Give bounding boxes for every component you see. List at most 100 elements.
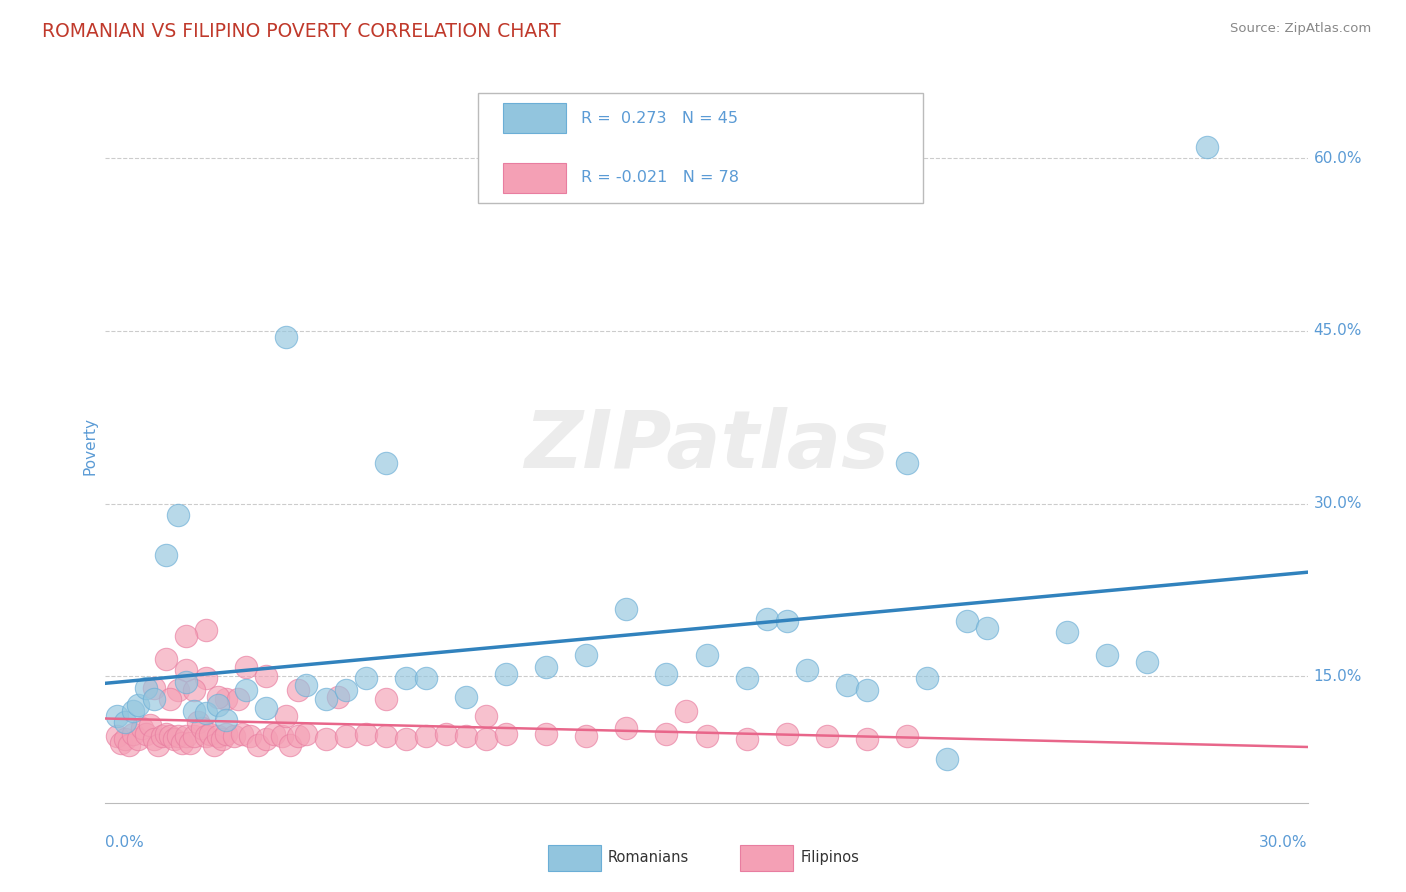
Point	[534, 660, 557, 674]
Point	[214, 692, 236, 706]
Point	[150, 729, 173, 743]
Point	[159, 692, 181, 706]
Point	[207, 698, 229, 712]
Point	[146, 738, 169, 752]
Text: R = -0.021   N = 78: R = -0.021 N = 78	[582, 170, 740, 186]
Point	[107, 729, 129, 743]
Point	[135, 727, 157, 741]
Point	[107, 709, 129, 723]
Point	[915, 672, 938, 686]
Point	[246, 738, 269, 752]
Point	[335, 683, 357, 698]
Point	[1097, 648, 1119, 663]
Point	[194, 623, 217, 637]
Point	[855, 683, 877, 698]
Point	[198, 727, 221, 741]
Point	[138, 717, 160, 731]
Point	[254, 701, 277, 715]
Point	[755, 612, 778, 626]
Point	[495, 727, 517, 741]
Point	[616, 721, 638, 735]
Point	[127, 698, 149, 712]
Point	[575, 648, 598, 663]
Point	[1197, 140, 1219, 154]
FancyBboxPatch shape	[478, 93, 922, 203]
Point	[295, 678, 318, 692]
Point	[155, 549, 177, 563]
Point	[395, 732, 418, 747]
Point	[207, 690, 229, 704]
Point	[142, 732, 165, 747]
Point	[235, 683, 257, 698]
Point	[434, 727, 457, 741]
FancyBboxPatch shape	[740, 845, 793, 871]
Point	[222, 729, 245, 743]
Point	[616, 602, 638, 616]
Point	[315, 732, 337, 747]
Point	[202, 738, 225, 752]
Point	[735, 732, 758, 747]
Point	[796, 664, 818, 678]
Point	[254, 669, 277, 683]
Point	[976, 621, 998, 635]
Point	[835, 678, 858, 692]
Point	[162, 732, 184, 747]
Point	[1056, 625, 1078, 640]
Point	[326, 690, 349, 704]
Point	[122, 704, 145, 718]
Text: Filipinos: Filipinos	[800, 850, 859, 865]
Point	[166, 729, 188, 743]
Point	[174, 675, 197, 690]
Text: Source: ZipAtlas.com: Source: ZipAtlas.com	[1230, 22, 1371, 36]
Point	[131, 721, 153, 735]
Point	[142, 681, 165, 695]
Point	[231, 727, 253, 741]
Point	[395, 672, 418, 686]
Point	[170, 736, 193, 750]
Point	[287, 729, 309, 743]
Point	[194, 672, 217, 686]
Point	[374, 729, 398, 743]
Point	[776, 614, 799, 628]
Point	[166, 683, 188, 698]
Point	[655, 666, 678, 681]
Point	[110, 736, 132, 750]
Point	[495, 666, 517, 681]
Point	[235, 660, 257, 674]
Point	[475, 732, 498, 747]
Point	[263, 727, 285, 741]
Point	[655, 727, 678, 741]
Text: R =  0.273   N = 45: R = 0.273 N = 45	[582, 111, 738, 126]
Point	[270, 729, 292, 743]
Point	[735, 672, 758, 686]
Point	[142, 692, 165, 706]
Point	[194, 706, 217, 720]
Text: ROMANIAN VS FILIPINO POVERTY CORRELATION CHART: ROMANIAN VS FILIPINO POVERTY CORRELATION…	[42, 22, 561, 41]
Point	[776, 727, 799, 741]
Point	[315, 692, 337, 706]
Point	[179, 736, 201, 750]
Point	[187, 715, 209, 730]
Point	[239, 729, 262, 743]
FancyBboxPatch shape	[548, 845, 600, 871]
Point	[226, 692, 249, 706]
Y-axis label: Poverty: Poverty	[82, 417, 97, 475]
Point	[214, 727, 236, 741]
Point	[214, 713, 236, 727]
Point	[896, 729, 918, 743]
Point	[374, 456, 398, 470]
FancyBboxPatch shape	[503, 103, 565, 134]
Point	[374, 692, 398, 706]
Point	[936, 752, 959, 766]
FancyBboxPatch shape	[503, 162, 565, 193]
Text: Romanians: Romanians	[607, 850, 689, 865]
Point	[696, 648, 718, 663]
Point	[415, 729, 437, 743]
Point	[207, 729, 229, 743]
Point	[114, 715, 136, 730]
Point	[454, 690, 477, 704]
Point	[475, 709, 498, 723]
Point	[675, 704, 697, 718]
Point	[183, 683, 205, 698]
Point	[278, 738, 301, 752]
